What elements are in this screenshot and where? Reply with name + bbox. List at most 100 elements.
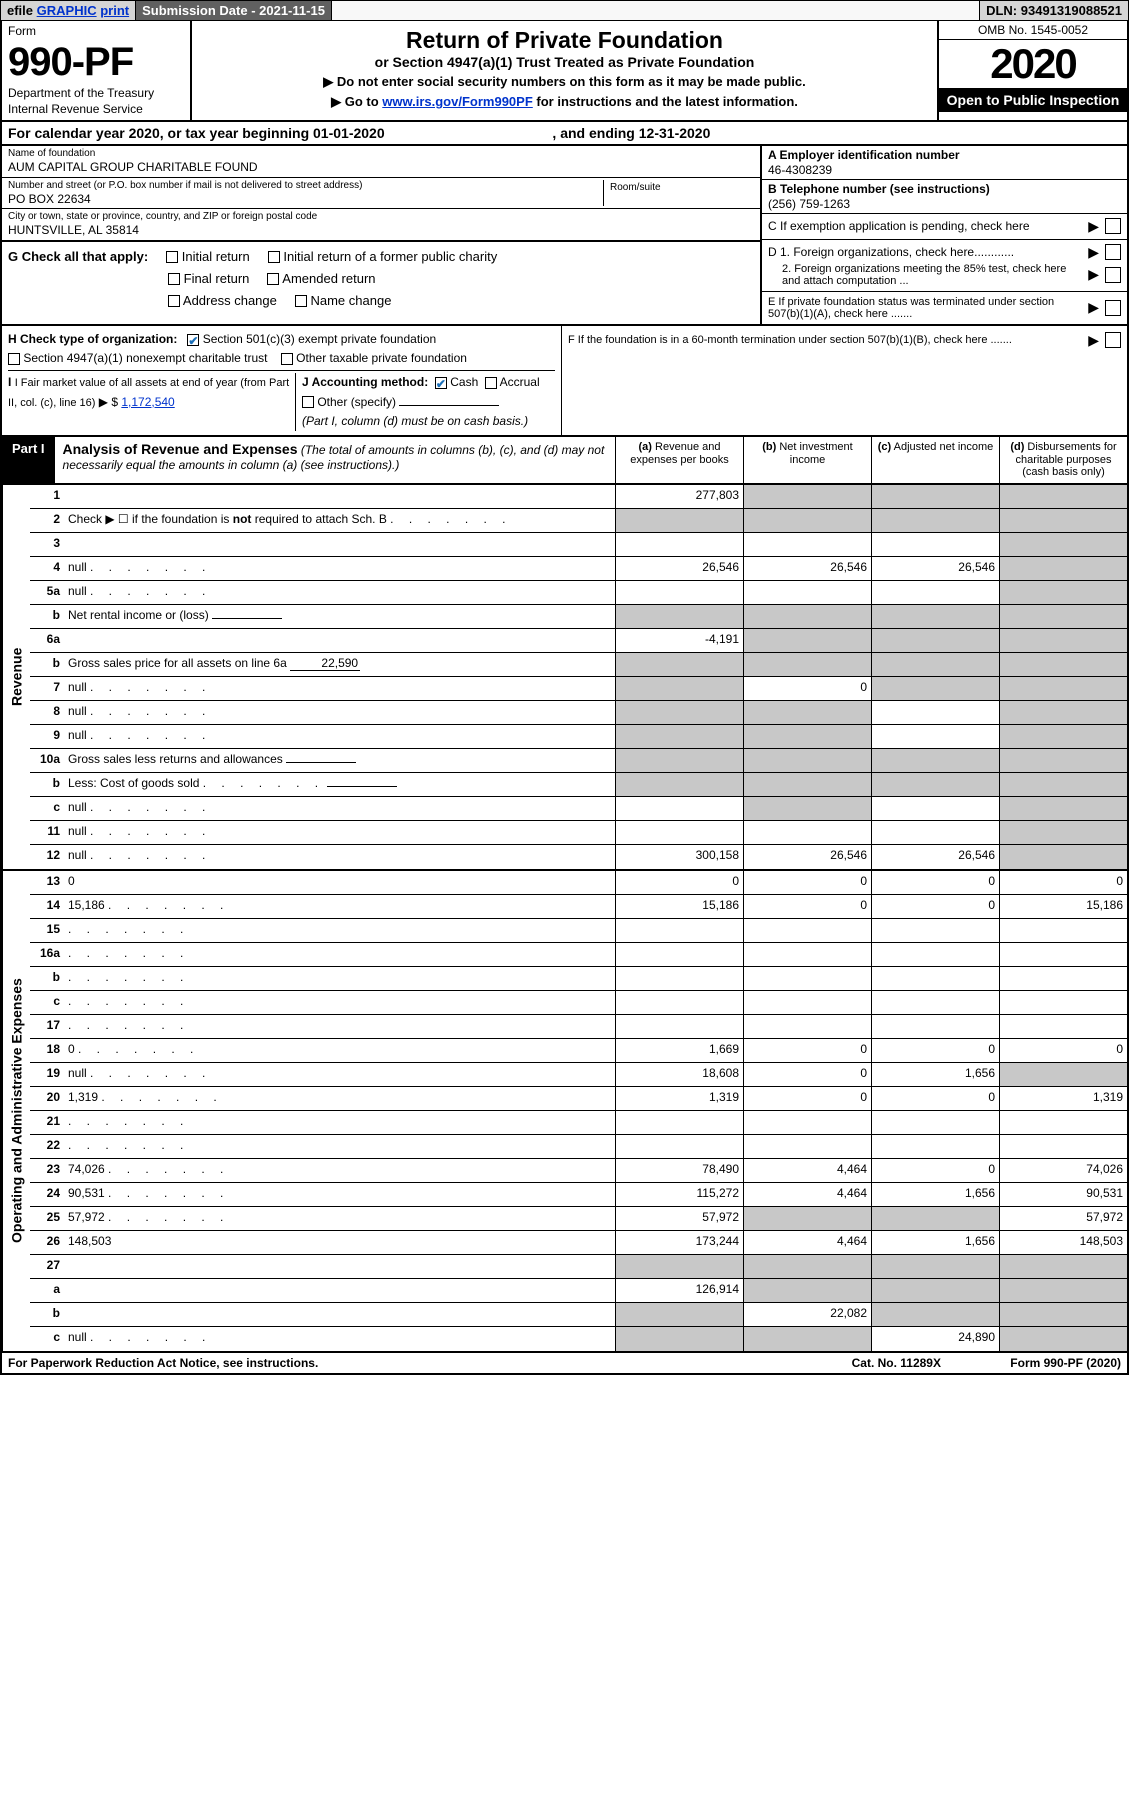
phone-label: B Telephone number (see instructions) [768, 182, 990, 196]
h-4947-checkbox[interactable] [8, 353, 20, 365]
efile-print-group: efile GRAPHIC print [1, 1, 136, 20]
table-row: 5anull . . . . . . . [30, 581, 1127, 605]
cat-no: Cat. No. 11289X [846, 1353, 947, 1373]
form-id-block: Form 990-PF Department of the Treasury I… [2, 21, 192, 120]
city-label: City or town, state or province, country… [8, 211, 754, 223]
j-cash-checkbox[interactable] [435, 377, 447, 389]
table-row: 4null . . . . . . .26,54626,54626,546 [30, 557, 1127, 581]
e-checkbox[interactable] [1105, 300, 1121, 316]
c-label: C If exemption application is pending, c… [768, 219, 1082, 233]
form-title: Return of Private Foundation [202, 27, 927, 54]
col-a-header: (a) Revenue and expenses per books [615, 437, 743, 483]
table-row: 2Check ▶ ☐ if the foundation is not requ… [30, 509, 1127, 533]
table-row: 22 . . . . . . . [30, 1135, 1127, 1159]
form-ref: Form 990-PF (2020) [947, 1353, 1127, 1373]
table-row: cnull . . . . . . . [30, 797, 1127, 821]
foundation-name: AUM CAPITAL GROUP CHARITABLE FOUND [8, 160, 754, 174]
street-label: Number and street (or P.O. box number if… [8, 180, 603, 192]
table-row: bGross sales price for all assets on lin… [30, 653, 1127, 677]
form-word: Form [8, 25, 184, 39]
h-other-checkbox[interactable] [281, 353, 293, 365]
ein-label: A Employer identification number [768, 148, 960, 162]
table-row: 6a-4,191 [30, 629, 1127, 653]
fmv-link[interactable]: 1,172,540 [121, 395, 174, 409]
revenue-side-label: Revenue [2, 485, 30, 869]
dln: DLN: 93491319088521 [979, 1, 1128, 20]
form-year-block: OMB No. 1545-0052 2020 Open to Public In… [937, 21, 1127, 120]
h-501c3-checkbox[interactable] [187, 334, 199, 346]
revenue-table: Revenue 1277,8032Check ▶ ☐ if the founda… [0, 485, 1129, 871]
table-row: b . . . . . . . [30, 967, 1127, 991]
entity-info: Name of foundation AUM CAPITAL GROUP CHA… [0, 146, 1129, 326]
dept-treasury: Department of the Treasury [8, 87, 184, 101]
arrow-icon: ▶ [1088, 218, 1099, 235]
page-footer: For Paperwork Reduction Act Notice, see … [0, 1353, 1129, 1375]
table-row: 16a . . . . . . . [30, 943, 1127, 967]
open-to-public: Open to Public Inspection [939, 88, 1127, 112]
col-b-header: (b) Net investment income [743, 437, 871, 483]
calendar-year-row: For calendar year 2020, or tax year begi… [0, 122, 1129, 146]
form-instr-1: ▶ Do not enter social security numbers o… [202, 74, 927, 90]
table-row: 9null . . . . . . . [30, 725, 1127, 749]
table-row: 12null . . . . . . .300,15826,54626,546 [30, 845, 1127, 869]
table-row: 17 . . . . . . . [30, 1015, 1127, 1039]
room-label: Room/suite [610, 182, 748, 194]
col-d-header: (d) Disbursements for charitable purpose… [999, 437, 1127, 483]
expenses-side-label: Operating and Administrative Expenses [2, 871, 30, 1351]
name-label: Name of foundation [8, 148, 754, 160]
j-accrual-checkbox[interactable] [485, 377, 497, 389]
efile-topbar: efile GRAPHIC print Submission Date - 20… [0, 0, 1129, 21]
d1-checkbox[interactable] [1105, 244, 1121, 260]
table-row: 11null . . . . . . . [30, 821, 1127, 845]
g-amended-checkbox[interactable] [267, 273, 279, 285]
g-final-return-checkbox[interactable] [168, 273, 180, 285]
table-row: bLess: Cost of goods sold . . . . . . . [30, 773, 1127, 797]
c-checkbox[interactable] [1105, 218, 1121, 234]
form-subtitle: or Section 4947(a)(1) Trust Treated as P… [202, 54, 927, 70]
table-row: c . . . . . . . [30, 991, 1127, 1015]
print-link[interactable]: print [100, 3, 129, 18]
table-row: 201,319 . . . . . . .1,319001,319 [30, 1087, 1127, 1111]
expenses-table: Operating and Administrative Expenses 13… [0, 871, 1129, 1353]
part1-badge: Part I [2, 437, 55, 483]
f-checkbox[interactable] [1105, 332, 1121, 348]
street-value: PO BOX 22634 [8, 192, 603, 206]
efile-label: efile [7, 3, 33, 18]
table-row: 8null . . . . . . . [30, 701, 1127, 725]
j-other-checkbox[interactable] [302, 396, 314, 408]
hij-row: H Check type of organization: Section 50… [0, 326, 1129, 437]
table-row: 15 . . . . . . . [30, 919, 1127, 943]
table-row: 26148,503173,2444,4641,656148,503 [30, 1231, 1127, 1255]
d2-checkbox[interactable] [1105, 267, 1121, 283]
table-row: 180 . . . . . . .1,669000 [30, 1039, 1127, 1063]
g-initial-former-checkbox[interactable] [268, 251, 280, 263]
table-row: b22,082 [30, 1303, 1127, 1327]
paperwork-notice: For Paperwork Reduction Act Notice, see … [2, 1353, 846, 1373]
g-name-change-checkbox[interactable] [295, 295, 307, 307]
city-value: HUNTSVILLE, AL 35814 [8, 223, 754, 237]
d2-label: 2. Foreign organizations meeting the 85%… [768, 263, 1082, 287]
form-header: Form 990-PF Department of the Treasury I… [0, 21, 1129, 122]
form-instr-2: ▶ Go to www.irs.gov/Form990PF for instru… [202, 94, 927, 110]
table-row: 7null . . . . . . .0 [30, 677, 1127, 701]
col-c-header: (c) Adjusted net income [871, 437, 999, 483]
e-label: E If private foundation status was termi… [768, 296, 1082, 320]
table-row: 2557,972 . . . . . . .57,97257,972 [30, 1207, 1127, 1231]
f-label: F If the foundation is in a 60-month ter… [568, 332, 1082, 349]
table-row: 27 [30, 1255, 1127, 1279]
graphic-link[interactable]: GRAPHIC [37, 3, 97, 18]
table-row: a126,914 [30, 1279, 1127, 1303]
table-row: bNet rental income or (loss) [30, 605, 1127, 629]
g-initial-return-checkbox[interactable] [166, 251, 178, 263]
ein-value: 46-4308239 [768, 163, 1121, 177]
table-row: cnull . . . . . . .24,890 [30, 1327, 1127, 1351]
omb-no: OMB No. 1545-0052 [939, 21, 1127, 40]
table-row: 1300000 [30, 871, 1127, 895]
irs-label: Internal Revenue Service [8, 103, 184, 117]
d1-label: D 1. Foreign organizations, check here..… [768, 245, 1082, 259]
form-title-block: Return of Private Foundation or Section … [192, 21, 937, 120]
table-row: 2374,026 . . . . . . .78,4904,464074,026 [30, 1159, 1127, 1183]
irs-link[interactable]: www.irs.gov/Form990PF [382, 94, 533, 109]
g-address-change-checkbox[interactable] [168, 295, 180, 307]
table-row: 1415,186 . . . . . . .15,1860015,186 [30, 895, 1127, 919]
